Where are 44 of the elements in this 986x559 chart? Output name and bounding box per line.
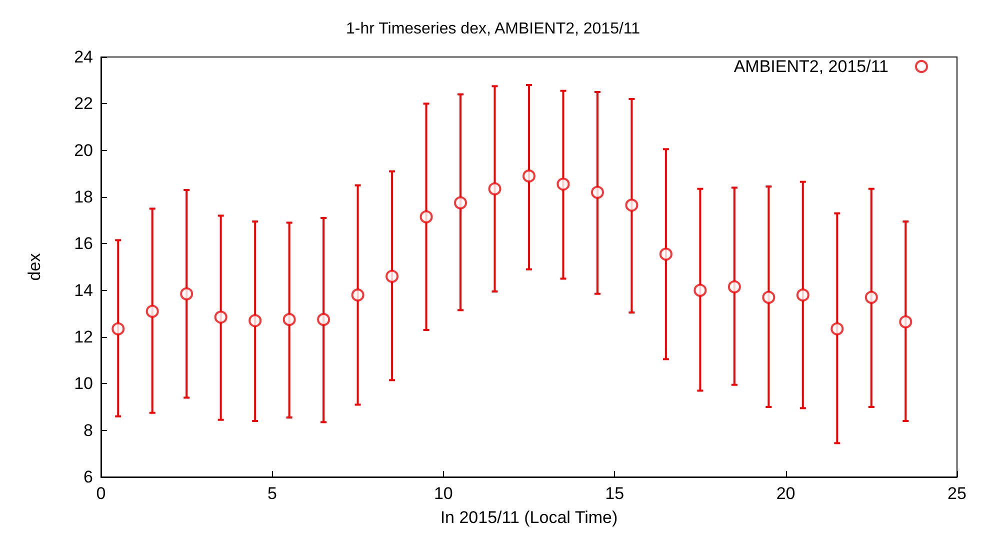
chart-title: 1-hr Timeseries dex, AMBIENT2, 2015/11 [346,20,640,38]
point [112,322,125,336]
point [728,280,741,294]
point [146,304,159,318]
point [830,322,844,336]
point [248,314,262,328]
point [864,290,878,304]
point [454,196,468,210]
point [317,313,330,326]
point [351,288,364,302]
point [556,178,570,191]
x-tick-label: 20 [776,484,796,503]
point [488,182,502,196]
y-tick-label: 18 [74,188,93,206]
y-tick-label: 10 [74,374,93,394]
point [420,210,433,224]
y-axis-title: dex [25,252,44,281]
y-tick-label: 8 [84,420,93,440]
point [522,170,536,182]
x-axis-title: In 2015/11 (Local Time) [440,508,618,527]
point [590,186,604,199]
point [282,313,296,326]
y-tick-label: 16 [74,234,93,254]
point [386,270,399,283]
y-tick-label: 6 [84,468,93,486]
y-tick-label: 22 [74,94,93,114]
x-tick-label: 5 [267,484,277,503]
x-tick-label: 15 [605,484,624,503]
y-tick-label: 14 [74,280,93,300]
y-tick-label: 24 [74,48,93,66]
point [214,310,228,324]
point [659,248,672,261]
legend-label: AMBIENT2, 2015/11 [734,57,888,76]
point [899,315,912,328]
x-tick-label: 0 [96,484,106,503]
point [625,198,638,212]
x-tick-label: 25 [948,484,966,503]
point [762,290,776,304]
y-tick-label: 20 [74,140,93,160]
y-tick-label: 12 [74,328,93,346]
point [180,287,194,300]
point [796,288,810,302]
x-tick-label: 10 [434,484,453,503]
point [694,284,707,297]
